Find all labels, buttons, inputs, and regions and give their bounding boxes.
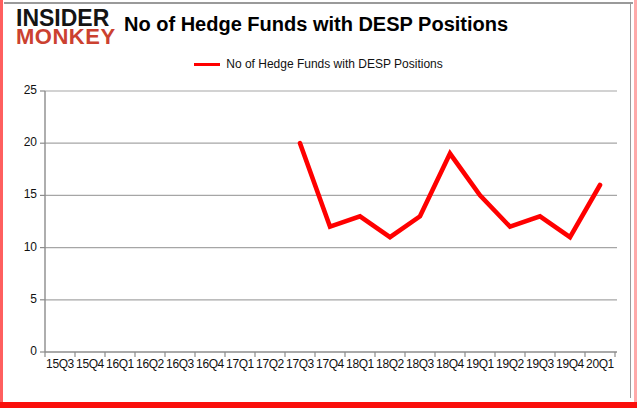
x-tick-label: 15Q4 — [75, 357, 105, 371]
chart-canvas — [0, 0, 637, 408]
x-tick-label: 17Q2 — [255, 357, 285, 371]
y-tick-label: 10 — [0, 240, 37, 254]
x-tick-label: 17Q4 — [315, 357, 345, 371]
x-tick-label: 19Q2 — [495, 357, 525, 371]
y-tick-label: 20 — [0, 135, 37, 149]
x-tick-label: 19Q3 — [525, 357, 555, 371]
series-line — [300, 143, 600, 237]
y-tick-label: 5 — [0, 292, 37, 306]
x-tick-label: 16Q3 — [165, 357, 195, 371]
x-tick-label: 16Q4 — [195, 357, 225, 371]
y-tick-label: 0 — [0, 344, 37, 358]
x-tick-label: 18Q2 — [375, 357, 405, 371]
y-tick-label: 25 — [0, 83, 37, 97]
chart-card: INSIDER MONKEY No of Hedge Funds with DE… — [0, 0, 637, 408]
x-tick-label: 19Q4 — [555, 357, 585, 371]
x-tick-label: 18Q1 — [345, 357, 375, 371]
x-tick-label: 20Q1 — [585, 357, 615, 371]
x-tick-label: 17Q3 — [285, 357, 315, 371]
y-tick-label: 15 — [0, 187, 37, 201]
x-tick-label: 18Q4 — [435, 357, 465, 371]
x-tick-label: 16Q1 — [105, 357, 135, 371]
x-tick-label: 19Q1 — [465, 357, 495, 371]
x-tick-label: 18Q3 — [405, 357, 435, 371]
x-tick-label: 16Q2 — [135, 357, 165, 371]
x-tick-label: 17Q1 — [225, 357, 255, 371]
x-tick-label: 15Q3 — [45, 357, 75, 371]
